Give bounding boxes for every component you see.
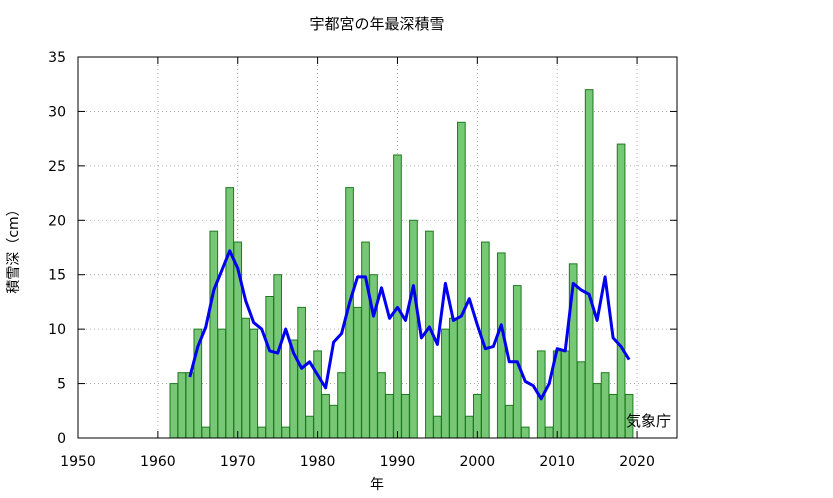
y-tick-label: 35 (48, 50, 66, 66)
bar (600, 372, 610, 439)
y-axis-tick-labels: 0 5 10 15 20 25 30 35 (48, 50, 66, 447)
bar (393, 154, 402, 439)
bar (329, 404, 338, 439)
bar (169, 383, 179, 439)
x-tick-label: 2000 (460, 454, 496, 470)
x-axis-label: 年 (370, 477, 384, 493)
bar (457, 121, 466, 439)
bar (265, 295, 275, 439)
y-axis-label: 積雪深（cm） (6, 202, 22, 293)
bar (313, 350, 322, 439)
bar (353, 306, 362, 439)
bar (185, 372, 195, 439)
x-tick-label: 1950 (60, 454, 96, 470)
x-tick-label: 1980 (300, 454, 336, 470)
bar (377, 372, 386, 439)
bar (496, 252, 506, 439)
bar (504, 404, 514, 439)
bar (465, 415, 474, 439)
x-tick-label: 1990 (380, 454, 416, 470)
y-tick-label: 30 (48, 104, 66, 120)
bar (249, 328, 259, 439)
bar (281, 426, 290, 439)
bar (257, 426, 267, 439)
x-tick-label: 2010 (539, 454, 575, 470)
bar-series (169, 89, 634, 439)
bar (241, 317, 251, 439)
bar (177, 372, 187, 439)
bar (576, 361, 586, 439)
x-tick-label: 1970 (220, 454, 256, 470)
bar (544, 426, 554, 439)
bar (409, 219, 418, 439)
bar (441, 328, 450, 439)
y-tick-label: 25 (48, 159, 66, 175)
x-tick-label: 2020 (619, 454, 655, 470)
bar (297, 306, 306, 439)
chart-title: 宇都宮の年最深積雪 (309, 15, 444, 33)
y-tick-label: 5 (57, 377, 66, 393)
bar (449, 317, 458, 439)
bar (201, 426, 211, 439)
x-tick-label: 1960 (140, 454, 176, 470)
bar (584, 89, 594, 439)
x-axis-tick-labels: 1950 1960 1970 1980 1990 2000 2010 2020 (60, 454, 655, 470)
bar (520, 426, 530, 439)
bar (209, 230, 219, 439)
bar (337, 372, 346, 439)
bar (217, 328, 227, 439)
y-tick-label: 0 (57, 431, 66, 447)
bar (401, 393, 410, 439)
bar (608, 393, 618, 439)
bar (592, 383, 602, 439)
y-tick-label: 20 (48, 213, 66, 229)
credit-label: 気象庁 (626, 412, 671, 430)
plot-frame (77, 56, 678, 439)
bar (321, 393, 330, 439)
bar (225, 187, 235, 439)
axis-ticks (77, 56, 677, 439)
y-tick-label: 10 (48, 322, 66, 338)
bar (433, 415, 442, 439)
bar (385, 393, 394, 439)
bar (273, 274, 283, 439)
y-tick-label: 15 (48, 268, 66, 284)
bar (560, 350, 570, 439)
bar (616, 143, 626, 439)
bar (361, 241, 370, 439)
bar (305, 415, 314, 439)
trend-line (188, 249, 631, 401)
